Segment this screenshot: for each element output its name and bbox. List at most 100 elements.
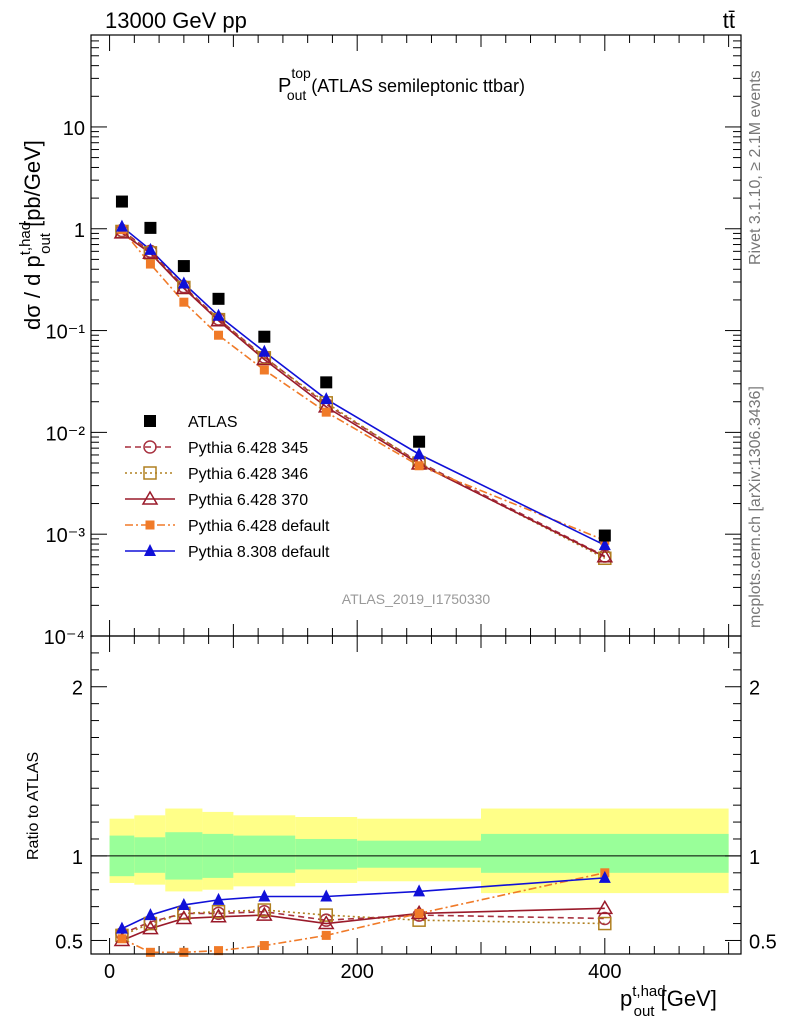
process-label: tt̄	[723, 8, 735, 33]
x-label-suffix: [GeV]	[654, 986, 716, 1011]
ratio-y-tick-label: 2	[72, 678, 83, 700]
ratio-series-point	[115, 921, 128, 934]
y-label-prefix: dσ / d p	[20, 255, 45, 330]
ratio-y-tick-label: 1	[72, 847, 83, 869]
main-series-point	[212, 308, 225, 321]
main-series-point	[598, 551, 612, 566]
legend-label: Pythia 6.428 default	[188, 518, 330, 535]
y-label-sub: out	[37, 232, 54, 254]
plot-title-sup: top	[291, 65, 311, 81]
legend-label-atlas: ATLAS	[188, 414, 238, 431]
atlas-data-point	[177, 260, 190, 273]
mcplots-label: mcplots.cern.ch [arXiv:1306.3436]	[747, 386, 764, 628]
x-tick-label: 400	[588, 961, 621, 983]
inner-band-bin	[357, 840, 481, 868]
ratio-y-tick-label-right: 2	[749, 678, 760, 700]
atlas-data-point	[144, 221, 157, 234]
ratio-series-point	[177, 897, 190, 910]
ratio-series-point	[175, 909, 193, 925]
plot-title: Ptop out (ATLAS semileptonic ttbar)	[278, 65, 525, 103]
x-tick-label: 0	[104, 961, 115, 983]
ratio-series-line	[121, 872, 605, 954]
ratio-series-point	[598, 916, 612, 931]
ratio-series-point	[256, 906, 273, 921]
ratio-series-point	[117, 934, 127, 944]
ratio-series-point	[211, 904, 226, 919]
main-series-line	[121, 230, 606, 559]
x-label-sub: out	[634, 1003, 656, 1020]
ratio-series-point	[321, 930, 331, 940]
ratio-series-point	[317, 915, 335, 930]
ratio-series-point	[142, 920, 159, 935]
main-y-tick-label: 10⁻¹	[46, 322, 86, 344]
analysis-id-label: ATLAS_2019_I1750330	[342, 591, 491, 607]
legend-label: Pythia 6.428 346	[188, 466, 308, 483]
main-y-tick-label: 1	[74, 220, 85, 242]
x-axis-label: pt,had out [GeV]	[620, 983, 717, 1020]
main-series-point	[321, 407, 331, 417]
x-tick-label: 200	[341, 961, 374, 983]
main-series-point	[179, 297, 189, 307]
plot-title-suffix: (ATLAS semileptonic ttbar)	[306, 76, 525, 96]
ratio-series-point	[414, 908, 424, 918]
ratio-series-line	[121, 877, 605, 930]
x-label-sup: t,had	[632, 983, 665, 1000]
plot-title-sub: out	[287, 87, 307, 103]
ratio-plot-frame	[90, 635, 742, 955]
inner-band-bin	[233, 835, 296, 873]
x-label-prefix: p	[620, 986, 632, 1011]
ratio-series-point	[145, 947, 155, 957]
inner-band-bin	[481, 833, 729, 873]
ratio-y-tick-label-right: 0.5	[749, 931, 777, 953]
ratio-series-point	[596, 899, 614, 915]
main-y-tick-label: 10⁻²	[46, 423, 86, 445]
legend-marker-atlas	[144, 415, 156, 427]
ratio-y-tick-label-right: 1	[749, 847, 760, 869]
energy-label: 13000 GeV pp	[105, 8, 247, 33]
main-series-point	[413, 447, 426, 460]
ratio-series-line	[121, 910, 605, 935]
legend-marker	[143, 466, 157, 480]
atlas-data-point	[320, 376, 333, 389]
main-series-point	[414, 461, 424, 471]
atlas-data-point	[258, 330, 271, 343]
ratio-series-point	[257, 903, 272, 917]
atlas-data-point	[413, 435, 426, 448]
legend-marker	[141, 490, 159, 505]
y-label-sup: t,had	[17, 222, 34, 255]
series-markers	[113, 195, 614, 957]
legend: ATLAS Pythia 6.428 345 Pythia 6.428 346 Pyt…	[125, 414, 330, 561]
ratio-y-axis-label: Ratio to ATLAS	[25, 752, 42, 860]
ratio-y-tick-label: 0.5	[55, 931, 83, 953]
main-series-point	[144, 242, 157, 255]
axis-ticks: 10 1 10⁻¹ 10⁻² 10⁻³ 10⁻⁴ 0.5 0.5 1 1 2 2 0 200 400	[44, 34, 777, 983]
atlas-data-point	[115, 195, 128, 208]
main-series-line	[121, 229, 606, 542]
atlas-data-point	[598, 529, 611, 542]
ratio-series-point	[320, 889, 333, 902]
main-series-point	[596, 548, 614, 563]
main-series-point	[258, 344, 271, 357]
ratio-series-point	[210, 908, 227, 923]
main-y-axis-label: dσ / d pt,had out [pb/GeV]	[17, 140, 54, 330]
main-series-point	[598, 538, 611, 551]
rivet-version-label: Rivet 3.1.10, ≥ 2.1M events	[747, 70, 764, 265]
main-y-tick-label: 10⁻³	[46, 525, 86, 547]
atlas-data-point	[212, 292, 225, 305]
plot-title-main: P	[278, 75, 291, 97]
main-series-point	[214, 330, 224, 340]
ratio-series-point	[598, 870, 611, 883]
inner-band-bin	[295, 838, 358, 870]
ratio-series-point	[258, 889, 271, 902]
main-series-point	[177, 276, 190, 289]
main-series-point	[145, 259, 155, 269]
legend-marker	[144, 544, 156, 556]
legend-marker	[145, 520, 155, 530]
legend-label: Pythia 6.428 370	[188, 492, 308, 509]
main-y-tick-label: 10	[63, 118, 85, 140]
ratio-series-point	[179, 947, 189, 957]
ratio-series-point	[144, 908, 157, 921]
ratio-series-point	[319, 908, 333, 922]
ratio-series-point	[214, 946, 224, 956]
